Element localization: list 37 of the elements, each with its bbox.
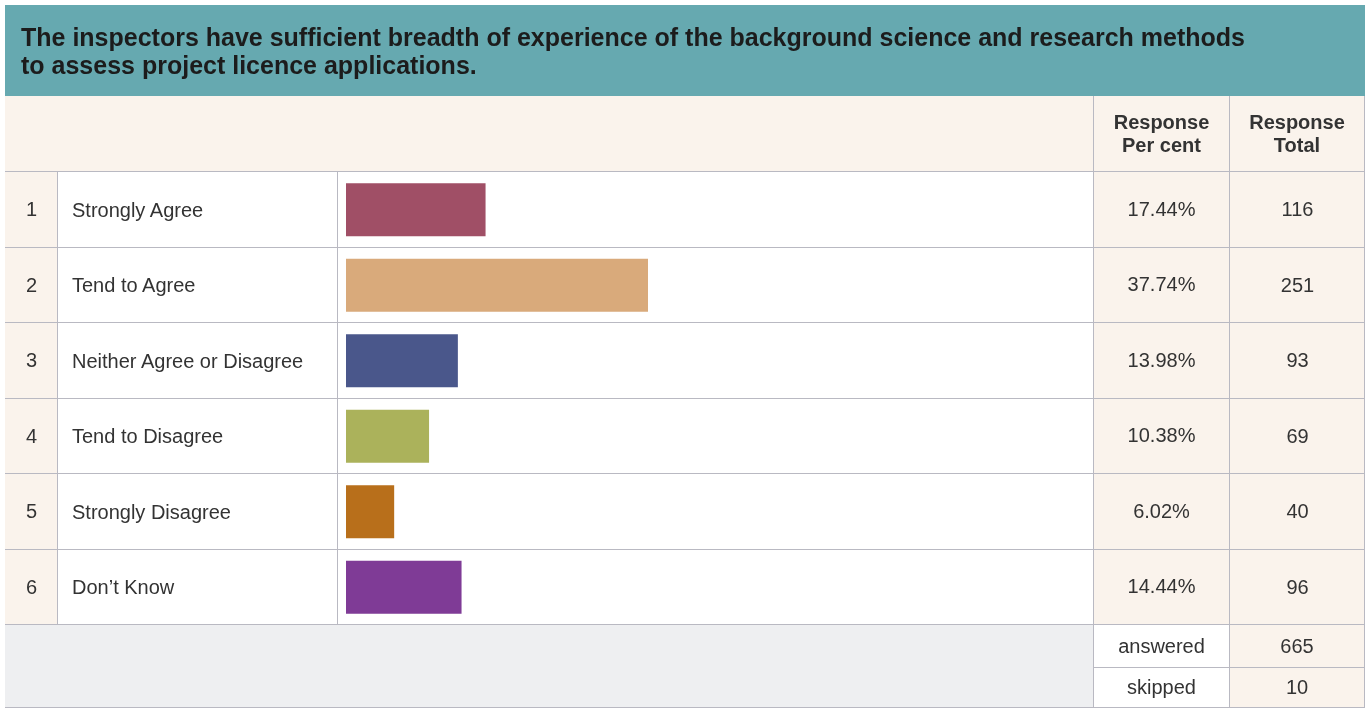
text: answered: [1094, 625, 1230, 668]
text: 116: [1230, 172, 1365, 248]
text: Response Per cent: [1094, 96, 1230, 172]
text: 93: [1230, 323, 1365, 399]
text: 1: [5, 172, 58, 248]
y-tick-label: Tend to Disagree: [72, 425, 224, 448]
text: 40: [1230, 474, 1365, 550]
text: 69: [1230, 398, 1365, 474]
bar: [346, 183, 486, 237]
y-tick-label: Tend to Agree: [72, 274, 196, 297]
y-tick-label: Strongly Disagree: [72, 500, 231, 523]
bar: [346, 485, 395, 539]
text: Response Total: [1230, 96, 1365, 172]
bar: [346, 560, 462, 614]
text: 96: [1230, 549, 1365, 625]
text: 251: [1230, 247, 1365, 323]
text: 6: [5, 549, 58, 625]
bar: [346, 258, 648, 312]
data-label: 6.02%: [1094, 474, 1230, 550]
text: skipped: [1094, 668, 1230, 708]
data-label: 13.98%: [1094, 323, 1230, 399]
bar: [346, 334, 458, 388]
text: 4: [5, 398, 58, 474]
text: 665: [1230, 625, 1365, 668]
data-label: 14.44%: [1094, 549, 1230, 625]
data-label: 10.38%: [1094, 398, 1230, 474]
text: 3: [5, 323, 58, 399]
y-tick-label: Don’t Know: [72, 576, 175, 599]
y-tick-label: Strongly Agree: [72, 198, 204, 221]
data-label: 37.74%: [1094, 247, 1230, 323]
y-tick-label: Neither Agree or Disagree: [72, 349, 304, 372]
text: 5: [5, 474, 58, 550]
chart-title: The inspectors have sufficient breadth of experience of the background science and research methods to assess project licence applications.: [5, 5, 1365, 96]
data-label: 17.44%: [1094, 172, 1230, 248]
text: 2: [5, 247, 58, 323]
bar: [346, 409, 430, 463]
text: 10: [1230, 668, 1365, 708]
